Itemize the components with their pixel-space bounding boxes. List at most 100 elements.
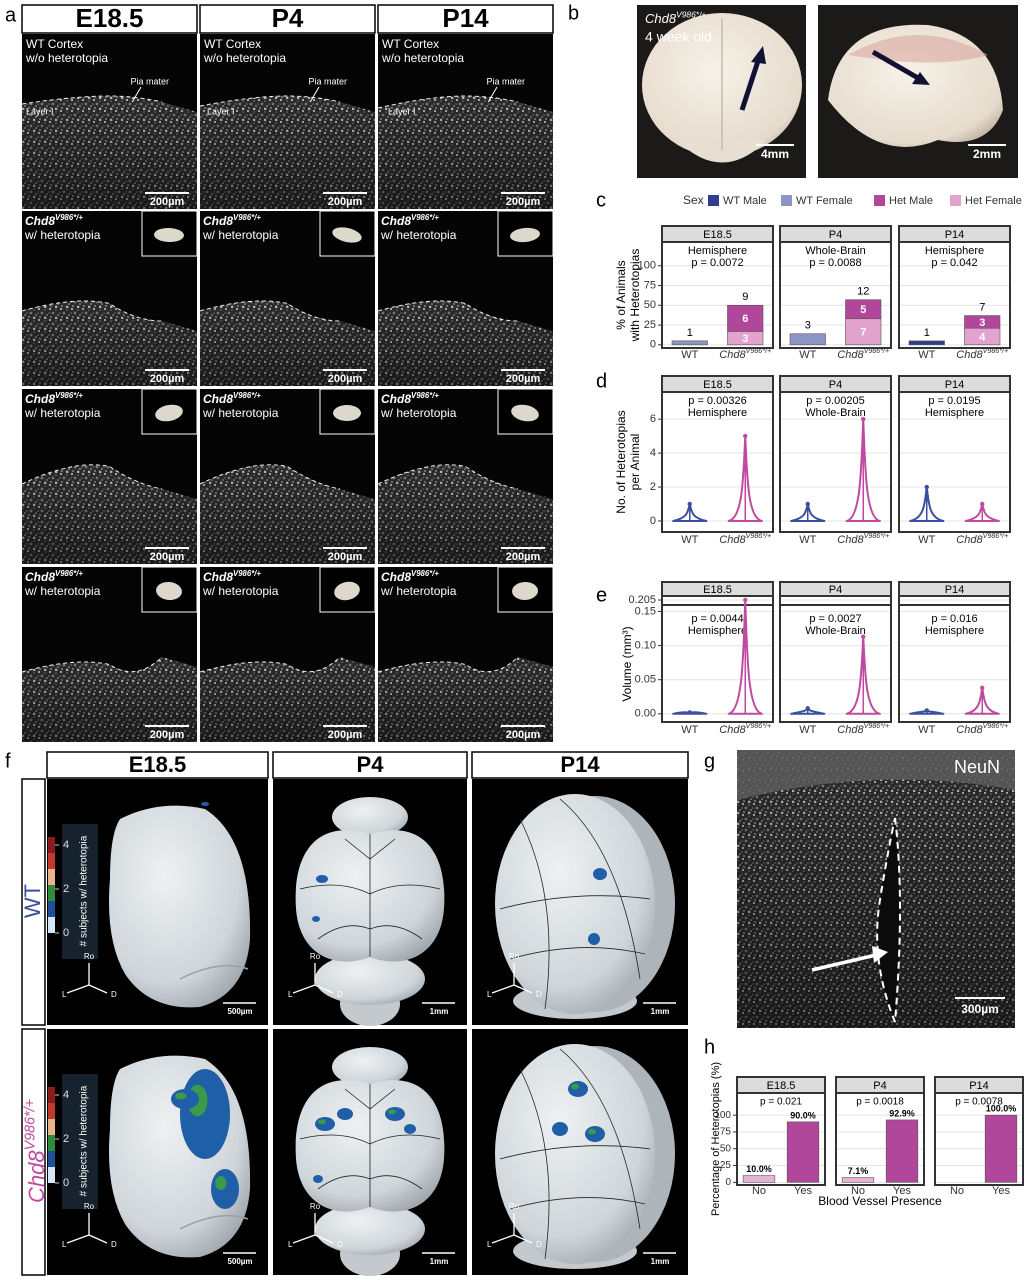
segment-label: 6	[742, 313, 748, 325]
facet-header	[898, 225, 1011, 243]
gene: Chd8	[719, 349, 746, 361]
column-header: P4	[357, 752, 385, 777]
olfactory-bulb	[332, 1047, 408, 1087]
colorbar-bg	[62, 824, 98, 959]
heterotopia-3d	[156, 581, 182, 601]
brain-model	[109, 1055, 251, 1258]
heterotopia-3d	[511, 404, 539, 422]
facet-annotation: p = 0.0072	[691, 257, 743, 269]
heterotopia-label: w/ heterotopia	[380, 228, 457, 242]
heterotopia-label: w/ heterotopia	[24, 584, 101, 598]
x-tick-label: No	[851, 1185, 865, 1197]
scale-label: 200µm	[506, 196, 541, 208]
facet-title: E18.5	[703, 229, 732, 241]
gene: Chd8	[956, 534, 983, 546]
segment-label: 3	[742, 333, 748, 345]
orientation-axes	[491, 963, 533, 994]
x-tick-label: WT	[681, 349, 698, 361]
pia-outline	[21, 95, 163, 105]
brain-fold	[179, 964, 249, 980]
pointer	[487, 86, 498, 103]
panel-letter: a	[5, 4, 17, 26]
panel-letter: b	[568, 2, 579, 24]
pointer	[309, 86, 320, 103]
layer-label: Layer I	[207, 106, 235, 116]
facet-title: P4	[829, 229, 842, 241]
panel-letter: h	[704, 1036, 715, 1058]
pia-outline	[199, 464, 341, 490]
facet-panel	[779, 581, 892, 723]
row-label: Chd8V986*/+	[22, 1099, 49, 1203]
facet-annotation: p = 0.021	[760, 1097, 802, 1108]
cortex-label: WT Cortex	[204, 37, 261, 51]
heterotopia-3d	[510, 227, 540, 243]
y-tick-label: 4	[650, 447, 656, 459]
segment-label: 3	[979, 317, 985, 329]
cortex-shade	[378, 464, 553, 564]
heterotopia-3d	[512, 581, 538, 601]
facet-annotation: p = 0.00326	[688, 395, 746, 407]
x-tick-label: Chd8V986*/+	[719, 532, 771, 546]
bar-segment	[845, 299, 882, 320]
cortex-shade	[200, 657, 375, 742]
pia-outline	[21, 300, 163, 322]
heterotopia-label: w/ heterotopia	[202, 406, 279, 420]
pia-label: Pia mater	[487, 76, 526, 86]
scale-label: 200µm	[150, 196, 185, 208]
heterotopia-3d	[154, 227, 184, 243]
y-tick-label: 6	[650, 413, 656, 425]
orientation-label: D	[536, 990, 542, 999]
brain-model	[495, 1044, 655, 1264]
orientation-axes	[66, 1213, 108, 1244]
y-tick-label: 0.00	[635, 708, 656, 720]
legend-swatch	[874, 195, 885, 206]
total-label: 3	[805, 320, 811, 332]
cortex-label: WT Cortex	[26, 37, 83, 51]
heterotopia-3d	[334, 581, 360, 601]
gene: Chd8	[719, 724, 746, 736]
x-tick-label: Chd8V986*/+	[956, 347, 1008, 361]
colorbar-segment	[48, 1135, 55, 1151]
colorbar-segment	[48, 1167, 55, 1183]
legend-title: Sex	[683, 193, 704, 207]
facet-header	[898, 581, 1011, 597]
scale-label: 1mm	[651, 1007, 670, 1016]
y-axis-label: % of Animals	[614, 260, 628, 329]
genotype-label: Chd8V986*/+	[203, 391, 261, 406]
facet-header	[898, 375, 1011, 393]
heterotopia-spot	[593, 868, 607, 880]
scale-label: 200µm	[150, 551, 185, 563]
facet-panel	[661, 375, 774, 533]
cortex-shade	[378, 96, 553, 209]
facet-header	[661, 225, 774, 243]
allele: V986*/+	[983, 722, 1009, 730]
scale-label: 200µm	[506, 729, 541, 741]
allele: V986*/+	[864, 347, 890, 355]
colorbar-segment	[48, 869, 55, 885]
total-label: 1	[687, 327, 693, 339]
heterotopia-spot	[201, 802, 209, 806]
arrow-head	[872, 946, 888, 963]
heterotopia-label: w/ heterotopia	[202, 228, 279, 242]
region-outline	[299, 834, 441, 957]
cortex-label: w/o heterotopia	[381, 51, 464, 65]
heterotopia-spot-overlap	[215, 1176, 227, 1190]
bar	[984, 1114, 1018, 1183]
column-header-box	[21, 4, 198, 34]
heterotopia-spot	[313, 1175, 323, 1183]
allele: V986*/+	[55, 213, 83, 222]
colorbar-segment	[48, 1119, 55, 1135]
facet-annotation: p = 0.0018	[856, 1097, 904, 1108]
x-tick-label: Yes	[992, 1185, 1010, 1197]
heterotopia-label: w/ heterotopia	[24, 228, 101, 242]
panel-letter: g	[704, 750, 715, 772]
scale-label: 1mm	[430, 1007, 449, 1016]
micrograph-shade	[737, 750, 1015, 1028]
heterotopia-label: w/ heterotopia	[24, 406, 101, 420]
y-tick-label: 0.15	[635, 605, 656, 617]
allele: V986*/+	[746, 532, 772, 540]
y-tick-label: 75	[644, 279, 656, 291]
colorbar-segment	[48, 1103, 55, 1119]
orientation-label: Ro	[84, 952, 95, 961]
facet-title: P14	[945, 584, 965, 596]
